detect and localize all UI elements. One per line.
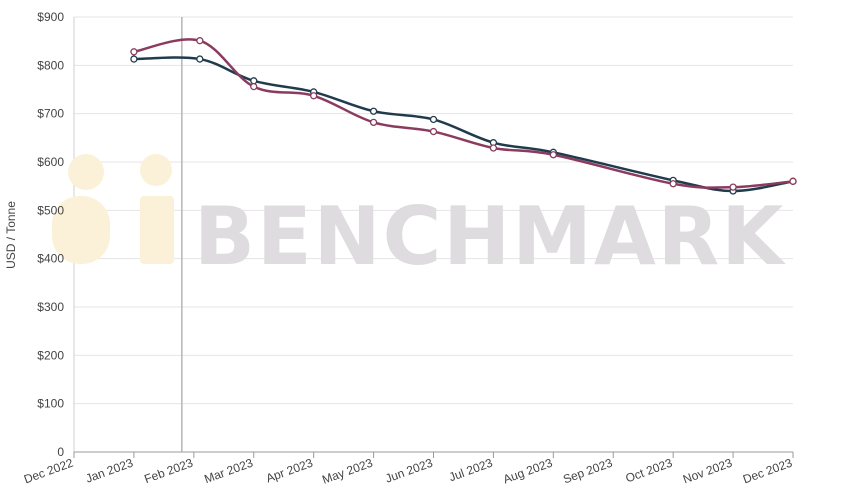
series-point-1[interactable] [196,55,204,63]
series-group [130,37,797,195]
x-tick-label: Dec 2022 [22,456,75,487]
x-tick-label: Jun 2023 [383,456,434,486]
y-tick-label: 0 [57,445,64,459]
y-tick-label: $400 [37,252,64,266]
y-tick-label: $500 [37,203,64,217]
benchmark-logo-icon [52,154,174,264]
y-tick-label: $200 [37,348,64,362]
x-tick-label: May 2023 [320,456,375,487]
watermark-text: BENCHMARK [194,190,786,283]
y-tick-label: $300 [37,300,64,314]
series-point-2[interactable] [789,177,797,185]
series-point-2[interactable] [369,118,378,127]
y-tick-label: $100 [37,397,64,411]
series-point-2[interactable] [669,180,677,188]
x-tick-label: Sep 2023 [561,456,614,487]
y-axis-label: USD / Tonne [4,201,18,269]
watermark: BENCHMARK [52,154,786,283]
x-tick-label: Jul 2023 [447,456,495,485]
x-tick-label: Nov 2023 [681,456,734,487]
series-point-1[interactable] [250,77,258,85]
series-point-1[interactable] [130,55,138,63]
series-point-2[interactable] [429,127,438,136]
y-tick-label: $600 [37,155,64,169]
series-point-2[interactable] [130,48,138,56]
x-tick-label: Jan 2023 [84,456,135,486]
y-tick-label: $800 [37,58,64,72]
series-point-1[interactable] [429,115,438,124]
y-axis: 0 $100 $200 $300 $400 $500 $600 $700 $800 $900 [37,10,64,459]
x-tick-label: Apr 2023 [264,456,315,486]
series-point-2[interactable] [196,37,204,45]
x-tick-label: Dec 2023 [741,456,794,487]
series-point-2[interactable] [250,82,258,91]
series-point-2[interactable] [310,92,318,100]
x-tick-label: Oct 2023 [624,456,675,486]
x-axis: Dec 2022 Jan 2023 Feb 2023 Mar 2023 Apr 2023… [22,452,794,487]
x-tick-label: Aug 2023 [501,456,554,487]
y-tick-label: $700 [37,107,64,121]
x-tick-label: Feb 2023 [142,456,195,487]
y-tick-label: $900 [37,10,64,24]
series-point-2[interactable] [729,183,737,191]
x-tick-label: Mar 2023 [202,456,255,487]
series-point-2[interactable] [489,144,498,152]
series-point-2[interactable] [549,151,557,159]
series-line-1 [133,56,794,193]
series-point-1[interactable] [369,107,378,115]
